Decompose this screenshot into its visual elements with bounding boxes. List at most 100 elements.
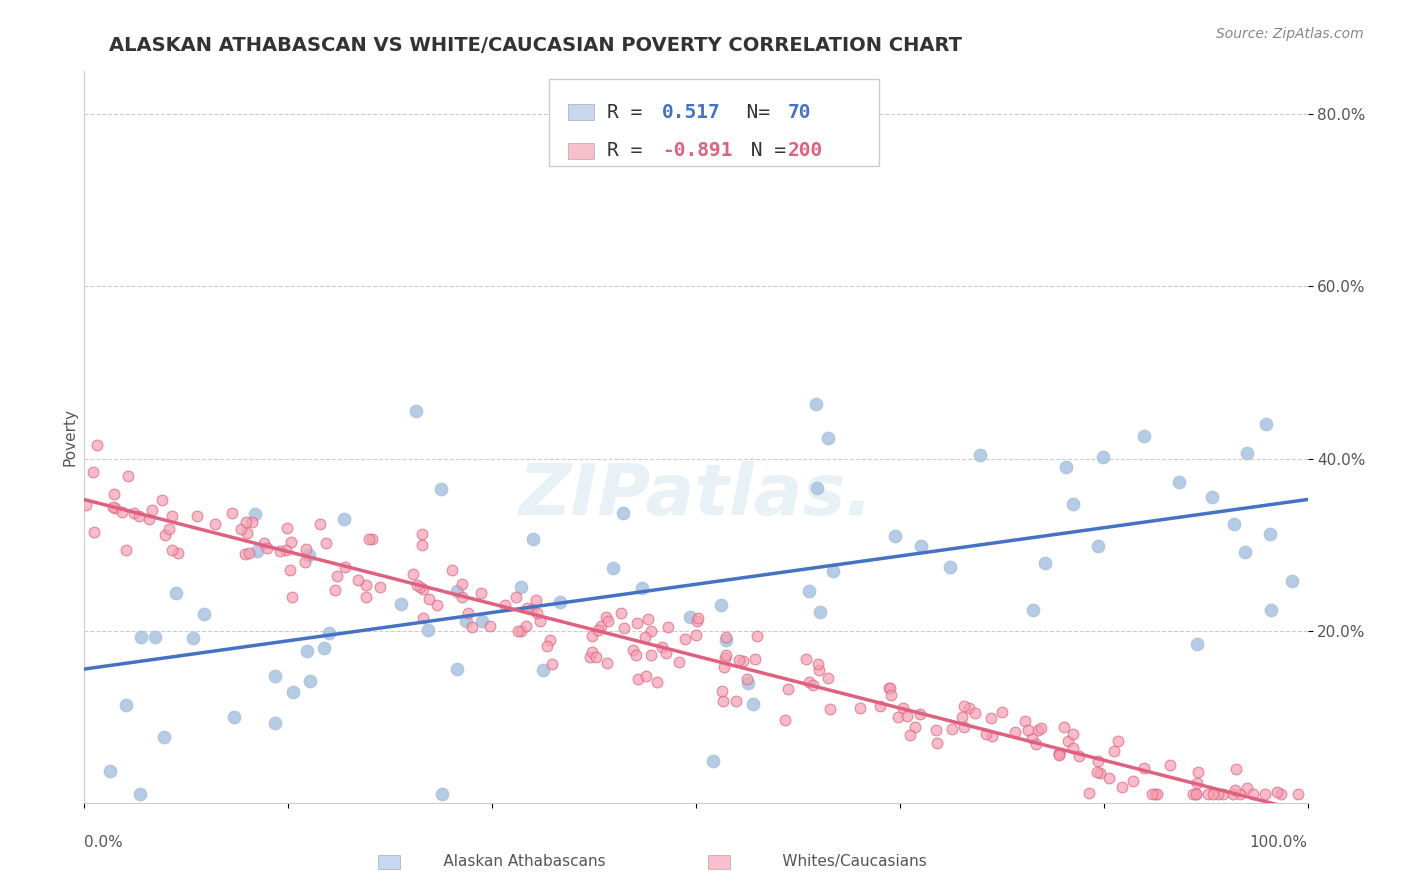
Point xyxy=(1185,637,1208,651)
Point xyxy=(409,580,432,594)
Point xyxy=(634,631,657,645)
Point xyxy=(405,578,427,592)
Point xyxy=(82,465,104,479)
Point xyxy=(318,626,340,640)
Point xyxy=(877,681,900,695)
Point xyxy=(1021,602,1043,616)
Point xyxy=(526,606,548,620)
Point xyxy=(505,591,527,605)
Point xyxy=(673,632,696,647)
Point xyxy=(631,581,654,595)
Point xyxy=(509,580,531,594)
Point xyxy=(115,698,138,713)
Point xyxy=(1047,747,1070,762)
Text: 0.517: 0.517 xyxy=(662,103,720,121)
Point xyxy=(506,624,529,639)
Point xyxy=(668,655,690,669)
Point xyxy=(679,610,702,624)
Point xyxy=(1062,727,1084,741)
Point xyxy=(1004,724,1026,739)
Point xyxy=(713,660,735,674)
Point xyxy=(602,561,624,575)
Point xyxy=(315,536,337,550)
Point xyxy=(821,564,844,578)
Point xyxy=(1062,740,1084,755)
Point xyxy=(735,673,758,687)
Point xyxy=(98,764,121,778)
Point xyxy=(624,648,647,663)
Point xyxy=(101,500,124,514)
Point xyxy=(1025,737,1047,751)
Point xyxy=(711,694,734,708)
Point xyxy=(522,532,544,546)
Point xyxy=(193,607,215,621)
Point xyxy=(585,649,607,664)
Text: ALASKAN ATHABASCAN VS WHITE/CAUCASIAN POVERTY CORRELATION CHART: ALASKAN ATHABASCAN VS WHITE/CAUCASIAN PO… xyxy=(108,36,962,54)
Point xyxy=(1056,734,1078,748)
Point xyxy=(804,396,827,410)
Point xyxy=(1133,429,1156,443)
Point xyxy=(1254,787,1277,801)
Point xyxy=(731,654,754,668)
FancyBboxPatch shape xyxy=(568,143,595,159)
Point xyxy=(796,652,818,666)
Point xyxy=(1236,781,1258,796)
Point xyxy=(446,662,468,676)
Point xyxy=(104,501,127,516)
Point xyxy=(957,701,980,715)
Text: N=: N= xyxy=(723,103,782,121)
Point xyxy=(402,566,425,581)
Point xyxy=(627,672,650,686)
Point xyxy=(651,640,673,655)
Point xyxy=(236,525,259,540)
Point xyxy=(280,590,302,604)
Point xyxy=(596,656,619,670)
Text: -0.891: -0.891 xyxy=(662,141,733,161)
Point xyxy=(1140,787,1163,801)
Point xyxy=(294,555,316,569)
Point xyxy=(153,730,176,744)
Point xyxy=(128,787,150,801)
Point xyxy=(773,713,796,727)
Point xyxy=(454,614,477,628)
Point xyxy=(1067,749,1090,764)
Point xyxy=(162,543,184,558)
Point xyxy=(595,610,617,624)
Point xyxy=(716,633,738,648)
Point xyxy=(869,698,891,713)
Point xyxy=(1223,783,1246,797)
Point xyxy=(980,710,1002,724)
Point xyxy=(278,563,301,577)
Point xyxy=(181,631,204,645)
Point xyxy=(1197,787,1219,801)
Point xyxy=(655,646,678,660)
Point xyxy=(1144,787,1167,801)
Point xyxy=(1052,720,1074,734)
Point xyxy=(221,506,243,520)
Point xyxy=(516,600,538,615)
Point xyxy=(295,643,318,657)
Point xyxy=(361,532,384,546)
Point xyxy=(1107,734,1129,748)
Point xyxy=(114,543,136,558)
Point xyxy=(716,630,738,644)
Text: N =: N = xyxy=(738,141,797,161)
Point xyxy=(440,563,463,577)
Point xyxy=(702,754,724,768)
Point xyxy=(609,607,631,621)
Point xyxy=(1047,747,1070,762)
Point xyxy=(581,645,603,659)
Text: Alaskan Athabascans: Alaskan Athabascans xyxy=(419,854,606,869)
Point xyxy=(531,663,554,677)
Point xyxy=(235,515,257,529)
Point xyxy=(818,702,841,716)
Point xyxy=(1212,787,1234,801)
Point xyxy=(817,431,839,445)
Text: R =: R = xyxy=(606,103,654,121)
Point xyxy=(529,614,551,628)
Point xyxy=(953,720,976,734)
Point xyxy=(1265,785,1288,799)
Point xyxy=(807,657,830,671)
Point xyxy=(299,673,322,688)
Point xyxy=(925,723,948,737)
